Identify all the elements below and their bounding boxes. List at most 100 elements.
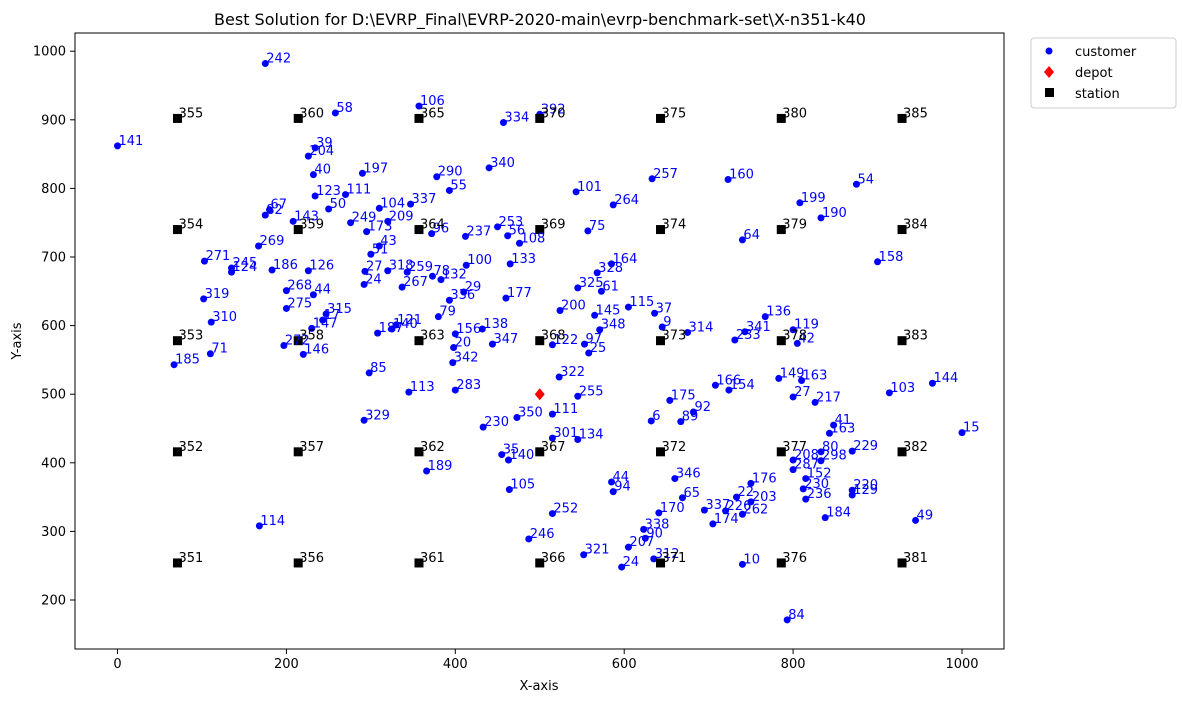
customer-label: 249 [352,211,377,226]
customer-point [852,180,860,188]
customer-label: 337 [412,192,437,207]
customer-label: 50 [330,197,347,212]
customer-point [282,304,290,312]
customer-label: 315 [327,302,352,317]
customer-point [299,350,307,358]
customer-label: 338 [645,517,670,532]
customer-label: 123 [316,184,341,199]
customer-label: 230 [804,477,829,492]
station-label: 360 [299,106,324,121]
customer-point [647,417,655,425]
customer-point [449,359,457,367]
customer-point [361,267,369,275]
customer-label: 65 [683,486,700,501]
customer-label: 35 [503,443,520,458]
customer-point [255,522,263,530]
customer-point [375,242,383,250]
customer-label: 138 [483,317,508,332]
customer-point [200,257,208,265]
customer-label: 184 [826,506,851,521]
station-label: 353 [178,329,203,344]
customer-label: 56 [509,224,526,239]
customer-label: 75 [589,219,606,234]
customer-label: 237 [466,224,491,239]
customer-point [700,506,708,514]
customer-point [738,560,746,568]
customer-point [207,318,215,326]
station-point [414,225,424,235]
customer-label: 44 [613,470,630,485]
customer-label: 242 [266,52,291,67]
customer-label: 166 [716,373,741,388]
customer-point [325,205,333,213]
customer-point [596,326,604,334]
customer-label: 156 [456,322,481,337]
customer-label: 29 [465,280,482,295]
customer-point [738,236,746,244]
station-point [172,336,182,346]
customer-point [445,186,453,194]
station-label: 374 [662,218,687,233]
customer-point [304,267,312,275]
customer-label: 37 [656,301,673,316]
customer-label: 40 [314,163,331,178]
station-point [656,225,666,235]
customer-label: 49 [917,508,934,523]
customer-label: 15 [963,421,980,436]
customer-label: 158 [879,250,904,265]
customer-point [817,448,825,456]
station-point [172,558,182,568]
y-tick-label: 900 [41,113,66,128]
customer-label: 20 [455,336,472,351]
customer-point [434,313,442,321]
customer-label: 312 [655,547,680,562]
customer-label: 253 [499,215,524,230]
customer-label: 144 [933,371,958,386]
customer-point [555,373,563,381]
station-label: 377 [782,440,807,455]
station-point [414,336,424,346]
customer-label: 103 [890,381,915,396]
customer-point [502,294,510,302]
station-point [897,558,907,568]
customer-label: 187 [379,321,404,336]
customer-point [358,169,366,177]
customer-label: 55 [450,178,467,193]
customer-point [347,219,355,227]
customer-label: 233 [736,328,761,343]
customer-point [365,369,373,377]
customer-label: 272 [285,333,310,348]
customer-label: 337 [705,498,730,513]
customer-point [478,325,486,333]
customer-point [585,349,593,357]
x-axis-title: X-axis [520,679,559,694]
customer-point [574,284,582,292]
station-label: 371 [662,551,687,566]
customer-point [494,223,502,231]
customer-label: 185 [175,353,200,368]
station-point [776,336,786,346]
customer-point [912,516,920,524]
customer-label: 175 [671,388,696,403]
customer-label: 42 [798,331,815,346]
station-point [535,447,545,457]
customer-label: 85 [370,361,387,376]
station-label: 372 [662,440,687,455]
customer-label: 176 [752,471,777,486]
customer-label: 10 [743,552,760,567]
customer-point [581,340,589,348]
station-point [172,113,182,123]
customer-point [650,555,658,563]
customer-point [666,396,674,404]
customer-label: 348 [601,318,626,333]
customer-point [640,525,648,533]
customer-point [572,188,580,196]
customer-label: 140 [510,448,535,463]
customer-point [574,435,582,443]
customer-point [445,296,453,304]
customer-point [789,456,797,464]
customer-point [609,201,617,209]
customer-point [811,398,819,406]
customer-point [741,328,749,336]
customer-point [266,206,274,214]
